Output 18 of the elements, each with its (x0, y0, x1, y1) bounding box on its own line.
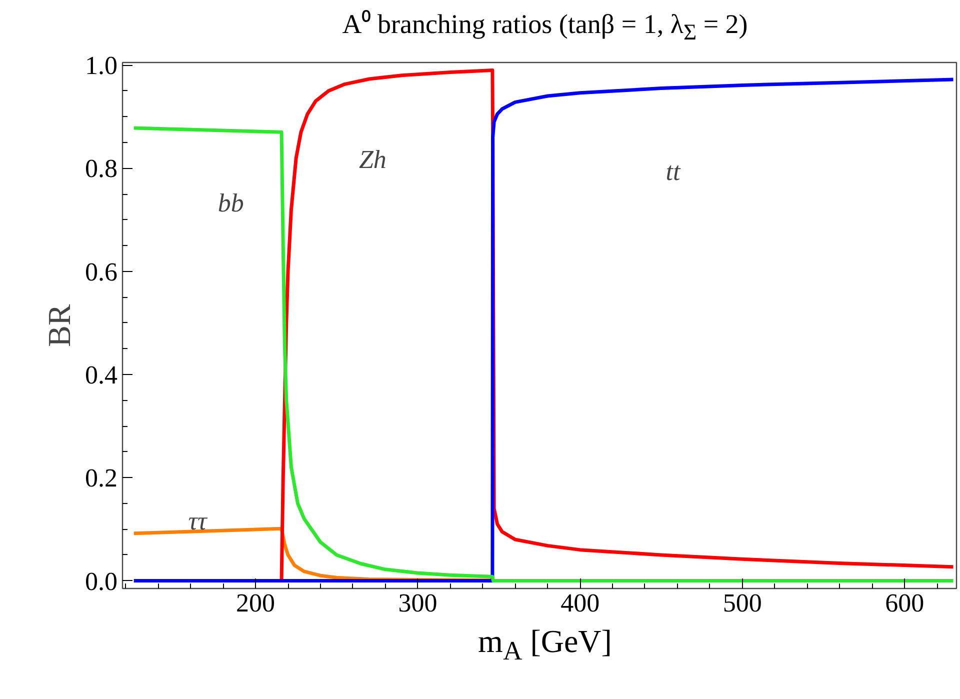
x-tick-label: 600 (885, 588, 924, 618)
y-tick-label: 0.6 (85, 257, 118, 286)
y-axis-title: BR (41, 304, 77, 347)
x-tick-label: 500 (722, 588, 762, 618)
y-tick-label: 0.8 (85, 154, 118, 184)
x-axis-title: m$_{A}$ [GeV] (478, 622, 612, 668)
annotation: tt (666, 157, 681, 186)
y-tick-label: 1.0 (85, 51, 118, 80)
x-tick-label: 400 (560, 588, 600, 618)
x-tick-label: 300 (398, 588, 438, 618)
x-tick-label: 200 (236, 588, 276, 618)
y-tick-label: 0.4 (85, 360, 118, 390)
annotation: Zh (358, 145, 386, 174)
chart-title: A⁰ branching ratios (tanβ = 1, λ$_{Σ}$ = 2) (342, 8, 748, 46)
annotation: bb (218, 188, 244, 218)
y-tick-label: 0.0 (85, 566, 118, 596)
annotation: ττ (188, 506, 209, 536)
y-tick-label: 0.2 (85, 464, 118, 493)
